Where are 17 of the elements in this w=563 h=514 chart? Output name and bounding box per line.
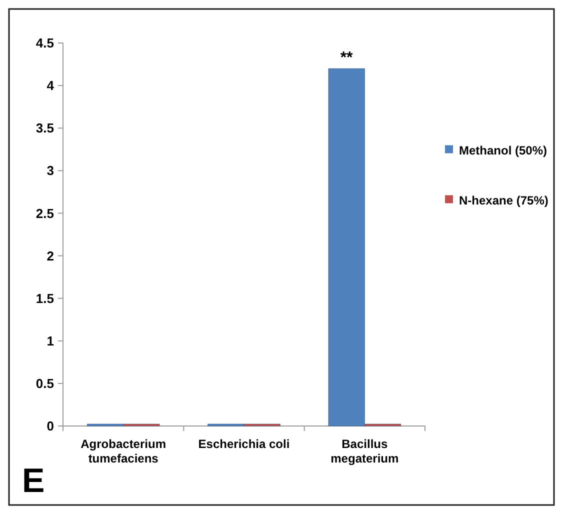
y-tick-label: 0.5 [36,376,54,391]
x-tick-label: Escherichia coli [198,437,290,451]
x-tick-label: Bacillus megaterium [330,437,399,466]
y-tick-label: 2 [46,248,54,264]
y-tick-label: 4.5 [36,36,54,51]
legend-label: Methanol (50%) [459,143,548,158]
legend-label: N-hexane (75%) [459,193,548,208]
y-tick-label: 4 [46,78,55,94]
y-tick-label: 1.5 [36,290,54,306]
y-tick-label: 1 [46,333,54,348]
y-tick-label: 2.5 [36,206,54,221]
y-tick-label: 3.5 [36,120,54,136]
text: E [22,462,45,500]
y-tick-label: 3 [46,163,54,178]
x-tick-label: Agrobacterium tumefaciens [80,437,166,466]
annotation: ** [340,50,354,67]
y-tick-label: 0 [46,418,54,434]
